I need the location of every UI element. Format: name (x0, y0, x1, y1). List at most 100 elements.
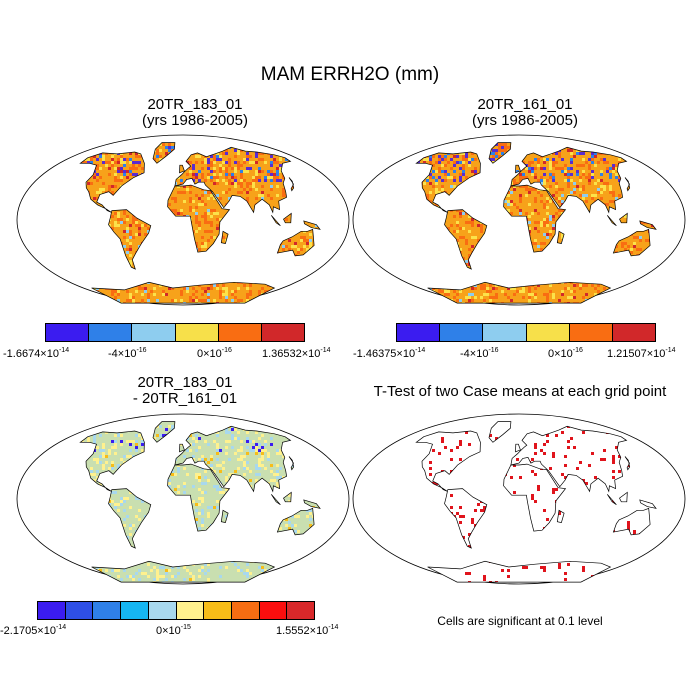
colorbar-swatch (261, 324, 305, 341)
coastline (415, 151, 481, 213)
colorbar-swatch (526, 324, 570, 341)
coastline (152, 142, 176, 164)
coastline (510, 425, 628, 493)
coastline (556, 230, 565, 245)
figure-title: MAM ERRH2O (mm) (260, 64, 440, 85)
colorbar-label: -4×10-16 (108, 347, 147, 360)
coastline (271, 215, 281, 226)
coastline (276, 507, 315, 536)
coastline (612, 228, 651, 257)
colorbar-swatch (148, 602, 177, 619)
coastline (624, 456, 631, 471)
map-ttest (352, 413, 686, 585)
colorbar-swatch (612, 324, 656, 341)
colorbar-swatch (65, 602, 94, 619)
coastline (427, 281, 612, 304)
colorbar-swatch (231, 602, 260, 619)
coastline (79, 430, 145, 492)
colorbar-case2 (396, 323, 656, 342)
panel-title-case1: 20TR_183_01 (yrs 1986-2005) (40, 97, 350, 129)
coastline (415, 430, 481, 492)
panel-title-line1: T-Test of two Case means at each grid po… (373, 383, 667, 400)
coastline (283, 491, 292, 503)
coastline (179, 443, 185, 453)
coastline (167, 463, 231, 532)
colorbar-swatch (287, 602, 315, 619)
panel-title-line2: (yrs 1986-2005) (472, 112, 578, 129)
panel-title-line1: 20TR_183_01 (147, 96, 243, 113)
colorbar-label: 1.36532×10-14 (262, 347, 331, 360)
globe-outline (352, 134, 686, 306)
coastline (174, 425, 292, 493)
map-case2 (352, 134, 686, 306)
colorbar-swatch (483, 324, 527, 341)
coastline (639, 499, 657, 509)
colorbar-label: -1.6674×10-14 (3, 347, 70, 360)
coastline (515, 443, 521, 453)
coastline (503, 463, 567, 532)
coastline (624, 177, 631, 192)
colorbar-label: -2.1705×10-14 (0, 624, 67, 637)
colorbar-swatch (569, 324, 613, 341)
coastline (510, 146, 628, 214)
coastline (108, 488, 152, 549)
panel-title-line2: - 20TR_161_01 (132, 390, 238, 407)
coastline (179, 164, 185, 174)
colorbar-swatch (218, 324, 262, 341)
colorbar-swatch (176, 602, 205, 619)
coastline (427, 560, 612, 583)
coastline (619, 491, 628, 503)
coastline (607, 215, 617, 226)
coastline (488, 421, 512, 443)
colorbar-swatch (38, 602, 66, 619)
coastline (612, 507, 651, 536)
coastline (303, 220, 321, 230)
coastline (444, 209, 488, 270)
coastline (515, 164, 521, 174)
panel-title-case2: 20TR_161_01 (yrs 1986-2005) (370, 97, 680, 129)
globe-outline (16, 413, 350, 585)
coastline (174, 146, 292, 214)
map-diff (16, 413, 350, 585)
colorbar-swatch (175, 324, 219, 341)
panel-title-ttest: T-Test of two Case means at each grid po… (350, 384, 690, 400)
coastline (283, 212, 292, 224)
panel-title-diff: 20TR_183_01 - 20TR_161_01 (30, 375, 340, 407)
coastline (288, 177, 295, 192)
significance-note: Cells are significant at 0.1 level (437, 614, 603, 628)
panel-title-line1: 20TR_183_01 (137, 374, 233, 391)
colorbar-swatch (132, 324, 176, 341)
coastline (91, 560, 276, 583)
globe-outline (352, 413, 686, 585)
coastline (167, 184, 231, 253)
colorbar-swatch (93, 602, 122, 619)
colorbar-swatch (46, 324, 90, 341)
colorbar-label: -4×10-16 (460, 347, 499, 360)
coastline (444, 488, 488, 549)
colorbar-swatch (397, 324, 441, 341)
coastline (220, 230, 229, 245)
coastline (91, 281, 276, 304)
coastline (619, 212, 628, 224)
colorbar-label: 0×10-16 (548, 347, 583, 360)
colorbar-swatch (440, 324, 484, 341)
colorbar-diff (37, 601, 315, 620)
map-case1 (16, 134, 350, 306)
panel-title-line2: (yrs 1986-2005) (142, 112, 248, 129)
colorbar-label: 0×10-15 (156, 624, 191, 637)
colorbar-swatch (204, 602, 232, 619)
coastline (639, 220, 657, 230)
colorbar-label: -1.46375×10-14 (353, 347, 426, 360)
coastline (152, 421, 176, 443)
globe-outline (16, 134, 350, 306)
colorbar-label: 1.21507×10-14 (607, 347, 676, 360)
coastline (108, 209, 152, 270)
coastline (79, 151, 145, 213)
colorbar-swatch (121, 602, 149, 619)
coastline (556, 509, 565, 524)
coastline (503, 184, 567, 253)
coastline (488, 142, 512, 164)
colorbar-swatch (89, 324, 133, 341)
coastline (276, 228, 315, 257)
colorbar-swatch (259, 602, 288, 619)
